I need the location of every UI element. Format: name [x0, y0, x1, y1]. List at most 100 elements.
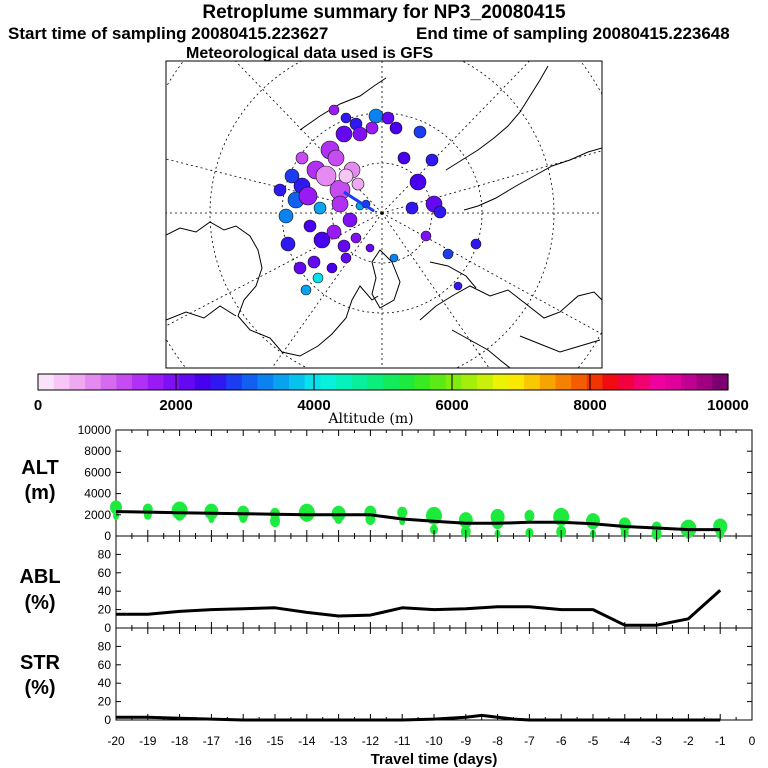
colorbar-cell: [398, 374, 415, 390]
alt-cluster-dot: [458, 512, 473, 529]
colorbar-cell: [430, 374, 447, 390]
trajectory-dot: [335, 125, 353, 143]
map-frame: [165, 60, 603, 369]
time-series-panels: ALT (m) ABL (%) STR (%) 0200040006000800…: [19, 423, 755, 768]
release-track: [343, 190, 375, 212]
x-tick-label: -9: [460, 734, 471, 748]
abl-y-tick-label: 60: [98, 566, 112, 580]
trajectory-dot: [307, 255, 321, 269]
trajectory-dot: [442, 248, 454, 260]
trajectory-dot: [381, 111, 395, 125]
meridian: [381, 61, 531, 214]
trajectory-dot: [315, 165, 337, 187]
coast-scandinavia: [429, 261, 477, 289]
x-tick-label: -2: [683, 734, 694, 748]
colorbar-cell: [383, 374, 400, 390]
x-tick-label: -5: [588, 734, 599, 748]
meridian: [381, 212, 490, 368]
trajectory-dot: [284, 168, 300, 184]
polar-map: [165, 60, 603, 369]
alt-y-tick-label: 0: [104, 529, 111, 543]
colorbar-cell: [477, 374, 494, 390]
trajectory-dot: [420, 230, 432, 242]
trajectory-dot: [433, 205, 447, 219]
coast-siberia: [463, 147, 602, 211]
colorbar-cell: [665, 374, 682, 390]
trajectory-dot: [280, 236, 296, 252]
x-tick-label: -15: [266, 734, 284, 748]
x-tick-label: -13: [330, 734, 348, 748]
trajectory-dot: [338, 168, 354, 184]
str-y-tick-label: 0: [104, 713, 111, 727]
x-tick-label: -14: [298, 734, 316, 748]
colorbar-cell: [257, 374, 274, 390]
trajectory-dot: [273, 183, 287, 197]
colorbar-cell: [351, 374, 368, 390]
x-tick-label: -20: [107, 734, 125, 748]
colorbar-cell: [602, 374, 619, 390]
altitude-colorbar: 0 2000 4000 6000 8000 10000 Altitude (m): [34, 373, 749, 427]
x-tick-label: -10: [425, 734, 443, 748]
colorbar-tick-label: 4000: [297, 397, 330, 414]
x-tick-label: -18: [171, 734, 189, 748]
str-label: STR: [20, 652, 61, 674]
abl-panel-frame: [115, 535, 753, 629]
trajectory-dot: [278, 208, 294, 224]
x-tick-label: -7: [524, 734, 535, 748]
trajectory-dot: [453, 281, 463, 291]
colorbar-cell: [147, 374, 165, 390]
alt-y-tick-label: 8000: [84, 444, 111, 458]
abl-y-tick-label: 0: [104, 621, 111, 635]
sampling-times: Start time of sampling 20080415.223627 E…: [0, 24, 768, 44]
colorbar-cell: [320, 374, 337, 390]
colorbar-cell: [649, 374, 666, 390]
coast-asia: [519, 335, 601, 353]
trajectory-dot: [331, 195, 349, 213]
x-tick-label: -16: [235, 734, 253, 748]
trajectory-dot: [350, 232, 362, 244]
coast-bering: [299, 77, 387, 131]
x-tick-label: -3: [651, 734, 662, 748]
abl-unit: (%): [24, 592, 55, 614]
x-tick-label: -11: [394, 734, 411, 748]
colorbar-cell: [461, 374, 478, 390]
trajectory-dot: [312, 272, 324, 284]
met-data-text: Meteorological data used is GFS: [186, 45, 434, 62]
colorbar-cell: [618, 374, 635, 390]
colorbar-cell: [116, 374, 133, 390]
colorbar-cell: [100, 374, 118, 390]
x-tick-label: -4: [619, 734, 630, 748]
coast-north-america: [166, 221, 379, 357]
colorbar-cell: [508, 374, 525, 390]
trajectory-dot: [351, 177, 365, 191]
abl-y-tick-label: 80: [98, 547, 112, 561]
trajectory-dot: [303, 219, 317, 233]
colorbar-cell: [179, 374, 196, 390]
alt-cluster-dot: [490, 508, 505, 525]
abl-series-line: [116, 589, 722, 627]
trajectory-dot: [326, 224, 342, 240]
x-tick-label: -12: [362, 734, 380, 748]
alt-cluster-dot: [142, 503, 153, 516]
coastlines: [166, 65, 602, 368]
abl-y-tick-label: 40: [98, 584, 112, 598]
x-tick-label: -19: [139, 734, 157, 748]
trajectory-clusters: [273, 104, 482, 296]
colorbar-cell: [163, 374, 180, 390]
str-y-tick-label: 40: [98, 676, 112, 690]
colorbar-cell: [335, 374, 353, 390]
trajectory-dot: [313, 231, 331, 249]
alt-y-tick-label: 10000: [78, 423, 112, 437]
colorbar-tick-label: 6000: [435, 397, 468, 414]
coast-greenland: [371, 249, 401, 309]
colorbar-cell: [38, 374, 55, 390]
colorbar-cell: [445, 374, 463, 390]
alt-y-tick-label: 4000: [84, 487, 111, 501]
start-sampling-text: Start time of sampling 20080415.223627: [8, 24, 329, 43]
trajectory-dot: [368, 108, 384, 124]
alt-unit: (m): [24, 482, 55, 504]
alt-cluster-dot: [397, 506, 408, 519]
colorbar-tick-label: 2000: [159, 397, 192, 414]
coast-europe: [419, 285, 602, 321]
x-tick-label: 0: [749, 734, 756, 748]
